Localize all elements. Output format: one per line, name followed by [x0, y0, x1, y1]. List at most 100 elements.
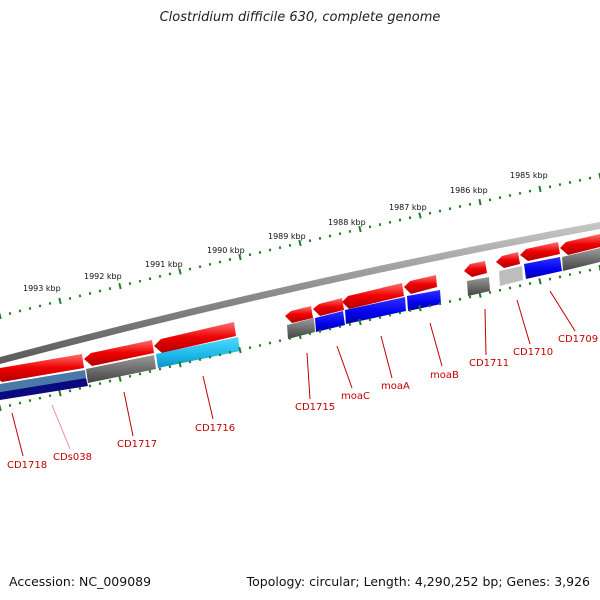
inner-tick [578, 270, 582, 274]
gene-label-cd1710[interactable]: CD1710 [513, 347, 553, 358]
genome-summary-text: Topology: circular; Length: 4,290,252 bp… [246, 574, 590, 589]
outer-tick [348, 229, 352, 233]
outer-tick [218, 260, 222, 264]
inner-tick [368, 318, 372, 322]
inner-tick [88, 384, 92, 388]
outer-tick [378, 223, 382, 227]
gene-feature-cd1716[interactable] [156, 337, 240, 368]
inner-tick [268, 341, 272, 345]
inner-tick [58, 390, 62, 397]
inner-tick [178, 361, 182, 368]
inner-tick [0, 404, 2, 412]
inner-tick [98, 382, 102, 386]
outer-tick [298, 239, 302, 247]
outer-tick [448, 207, 452, 211]
gene-feature-small-1[interactable] [496, 252, 520, 268]
inner-tick [48, 394, 52, 398]
outer-tick [438, 209, 442, 213]
inner-tick [498, 288, 502, 292]
gene-feature-moaa[interactable] [345, 297, 406, 324]
outer-tick [358, 225, 362, 233]
gene-label-cd1715[interactable]: CD1715 [295, 402, 335, 413]
inner-tick [538, 278, 542, 285]
inner-tick [438, 302, 442, 306]
map-title: Clostridium difficile 630, complete geno… [159, 10, 441, 25]
gene-label-cd1711[interactable]: CD1711 [469, 358, 509, 369]
inner-tick [288, 336, 292, 340]
outer-tick [208, 262, 212, 266]
inner-scale-ticks [0, 264, 600, 412]
outer-tick [588, 176, 592, 180]
inner-tick [528, 282, 532, 285]
gene-feature-cd1711-top[interactable] [464, 261, 487, 277]
gene-feature-cds038[interactable] [0, 378, 88, 400]
inner-tick [158, 367, 162, 371]
inner-tick [108, 379, 112, 383]
gene-label-cd1717[interactable]: CD1717 [117, 439, 157, 450]
gene-feature-cd1715[interactable] [287, 318, 315, 339]
gene-feature-lightgray[interactable] [499, 266, 523, 286]
gene-feature-gray-right[interactable] [562, 248, 600, 271]
gene-feature-cd1718-top[interactable] [0, 354, 84, 382]
gene-label-cd1709[interactable]: CD1709 [558, 334, 598, 345]
gene-feature-cd1717-top[interactable] [84, 340, 154, 366]
inner-tick [558, 275, 562, 279]
gene-label-cds038[interactable]: CDs038 [53, 452, 92, 463]
gene-feature-moab[interactable] [407, 290, 441, 311]
inner-tick [128, 374, 132, 378]
outer-tick [228, 258, 232, 261]
gene-feature-cd1716-top[interactable] [154, 322, 236, 353]
kbp-scale-labels: 1985 kbp 1986 kbp 1987 kbp 1988 kbp 1989 kbp… [23, 171, 548, 293]
gene-feature-moab-top[interactable] [404, 275, 437, 294]
gene-feature-cd1715-top[interactable] [285, 306, 313, 323]
kbp-label-1985: 1985 kbp [510, 171, 548, 180]
gene-label-moab[interactable]: moaB [430, 370, 459, 381]
outer-tick [568, 180, 572, 184]
inner-tick [198, 358, 202, 362]
outer-tick [338, 232, 342, 236]
kbp-label-1986: 1986 kbp [450, 186, 488, 195]
kbp-label-1989: 1989 kbp [268, 232, 306, 241]
outer-tick [98, 289, 102, 293]
gene-feature-cd1711[interactable] [467, 277, 490, 296]
inner-tick [428, 304, 432, 308]
gene-feature-moaa-top[interactable] [342, 283, 404, 309]
outer-tick [48, 301, 52, 305]
inner-tick [318, 329, 322, 333]
inner-tick [458, 297, 462, 301]
gene-feature-cd1709[interactable] [560, 234, 600, 255]
inner-tick [18, 401, 22, 405]
inner-tick [548, 277, 552, 281]
gene-feature-moac-top[interactable] [313, 298, 344, 316]
gene-label-cd1718[interactable]: CD1718 [7, 460, 47, 471]
gene-feature-cd1717[interactable] [86, 355, 156, 383]
inner-tick [218, 353, 222, 357]
gene-label-cd1716[interactable]: CD1716 [195, 423, 235, 434]
outer-tick [68, 296, 72, 300]
outer-tick [498, 196, 502, 200]
inner-tick [208, 355, 212, 359]
outer-tick [278, 246, 282, 250]
inner-tick [348, 322, 352, 326]
gene-label-moaa[interactable]: moaA [381, 381, 410, 392]
outer-tick [508, 193, 512, 197]
outer-tick [128, 282, 132, 286]
inner-tick [508, 286, 512, 290]
inner-tick [418, 305, 422, 312]
inner-tick [328, 327, 332, 331]
outer-tick [198, 265, 202, 269]
inner-tick [148, 370, 152, 373]
outer-tick [578, 178, 582, 182]
gene-feature-cd1718[interactable] [0, 370, 86, 392]
gene-feature-cd1710[interactable] [520, 242, 560, 261]
gene-label-moac[interactable]: moaC [341, 391, 370, 402]
inner-tick [468, 295, 472, 299]
inner-tick [278, 339, 282, 343]
kbp-label-1992: 1992 kbp [84, 272, 122, 281]
outer-tick [28, 306, 32, 310]
outer-tick [38, 304, 42, 308]
gene-feature-blue-right[interactable] [524, 257, 562, 279]
inner-tick [8, 404, 12, 407]
gene-feature-moac[interactable] [315, 311, 345, 332]
